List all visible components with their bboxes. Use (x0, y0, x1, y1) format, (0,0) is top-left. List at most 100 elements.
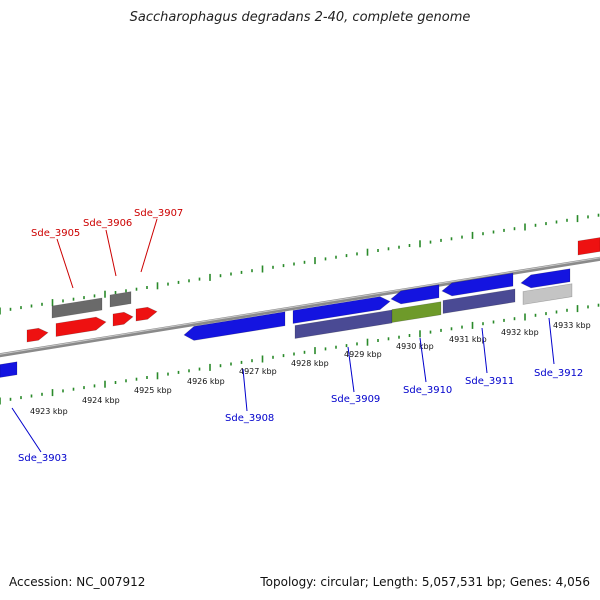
minor-tick (408, 244, 411, 247)
major-tick (209, 273, 211, 281)
minor-tick (482, 232, 484, 236)
gene-blue-3[interactable] (441, 272, 514, 297)
minor-tick (503, 318, 505, 322)
scale-label: 4925 kbp (134, 386, 172, 395)
minor-tick (62, 299, 64, 303)
minor-tick (450, 327, 453, 331)
major-tick (261, 265, 264, 273)
gene-sde-3911[interactable] (442, 288, 516, 314)
minor-tick (240, 270, 243, 274)
minor-tick (188, 279, 190, 283)
minor-tick (513, 227, 516, 231)
minor-tick (377, 249, 379, 252)
gene-blue-2[interactable] (390, 284, 440, 305)
major-tick (471, 321, 474, 329)
minor-tick (251, 269, 253, 273)
gene-red-small-1[interactable] (26, 327, 49, 343)
minor-tick (30, 394, 33, 398)
minor-tick (293, 352, 295, 356)
minor-tick (461, 325, 463, 329)
gene-label-sde-3907[interactable]: Sde_3907 (134, 208, 183, 219)
minor-tick (398, 335, 400, 339)
major-tick (156, 282, 159, 290)
label-leader (481, 327, 488, 374)
gene-sde-3912[interactable] (522, 283, 573, 305)
major-tick (51, 299, 54, 307)
minor-tick (135, 287, 138, 291)
gene-red-large[interactable] (55, 316, 107, 337)
gene-sde-3903[interactable] (0, 361, 18, 378)
minor-tick (377, 339, 379, 342)
gene-label-sde-3912[interactable]: Sde_3912 (534, 368, 583, 379)
major-tick (366, 338, 369, 346)
gene-label-sde-3903[interactable]: Sde_3903 (18, 453, 67, 464)
gene-red-small-2[interactable] (112, 311, 134, 327)
scale-label: 4923 kbp (30, 407, 68, 416)
minor-tick (83, 296, 85, 300)
genome-summary: Topology: circular; Length: 5,057,531 bp… (260, 575, 590, 589)
scale-label: 4931 kbp (449, 335, 487, 344)
minor-tick (587, 305, 589, 309)
label-leader (347, 346, 355, 393)
minor-tick (9, 397, 12, 401)
scale-label: 4928 kbp (291, 359, 329, 368)
minor-tick (429, 240, 432, 244)
gene-sde-3910[interactable] (391, 301, 442, 323)
major-tick (314, 347, 316, 355)
minor-tick (482, 322, 484, 326)
gene-label-sde-3911[interactable]: Sde_3911 (465, 376, 514, 387)
minor-tick (440, 238, 442, 242)
minor-tick (492, 320, 495, 324)
major-tick (576, 305, 579, 313)
minor-tick (534, 223, 537, 227)
minor-tick (230, 272, 232, 276)
minor-tick (177, 370, 180, 374)
scale-ticks (0, 213, 600, 405)
minor-tick (282, 264, 285, 268)
gene-sde-3907[interactable] (135, 306, 158, 322)
gene-label-sde-3906[interactable]: Sde_3906 (83, 218, 132, 229)
gene-blue-4[interactable] (520, 268, 571, 289)
scale-label: 4926 kbp (187, 377, 225, 386)
gene-label-sde-3910[interactable]: Sde_3910 (403, 385, 452, 396)
minor-tick (272, 265, 274, 269)
major-tick (156, 372, 159, 380)
gene-sde-3905[interactable] (51, 297, 103, 319)
gene-blue-1[interactable] (292, 296, 391, 324)
label-leader (105, 229, 117, 277)
minor-tick (356, 252, 358, 256)
minor-tick (492, 230, 495, 234)
major-tick (524, 313, 526, 321)
major-tick (261, 355, 264, 363)
gene-sde-3906[interactable] (109, 291, 132, 308)
minor-tick (335, 255, 337, 259)
minor-tick (566, 218, 568, 222)
gene-label-sde-3905[interactable]: Sde_3905 (31, 228, 80, 239)
forward-gene-labels: Sde_3905 Sde_3906 Sde_3907 (31, 208, 183, 289)
label-leader (140, 218, 158, 273)
major-tick (524, 223, 526, 231)
minor-tick (503, 228, 505, 232)
gene-sde-3908[interactable] (183, 311, 286, 341)
gene-sde-3909[interactable] (294, 309, 393, 339)
minor-tick (167, 282, 169, 286)
minor-tick (303, 260, 306, 264)
minor-tick (534, 313, 537, 317)
minor-tick (282, 354, 285, 358)
major-tick (314, 257, 316, 265)
minor-tick (30, 304, 33, 308)
minor-tick (440, 328, 442, 332)
minor-tick (125, 379, 127, 383)
gene-red-edge[interactable] (577, 237, 600, 256)
minor-tick (429, 330, 432, 334)
major-tick (419, 330, 421, 338)
minor-tick (125, 289, 127, 293)
gene-label-sde-3909[interactable]: Sde_3909 (331, 394, 380, 405)
gene-label-sde-3908[interactable]: Sde_3908 (225, 413, 274, 424)
minor-tick (20, 306, 22, 310)
scale-label: 4932 kbp (501, 328, 539, 337)
minor-tick (545, 312, 547, 316)
minor-tick (167, 372, 169, 376)
minor-tick (597, 213, 600, 217)
